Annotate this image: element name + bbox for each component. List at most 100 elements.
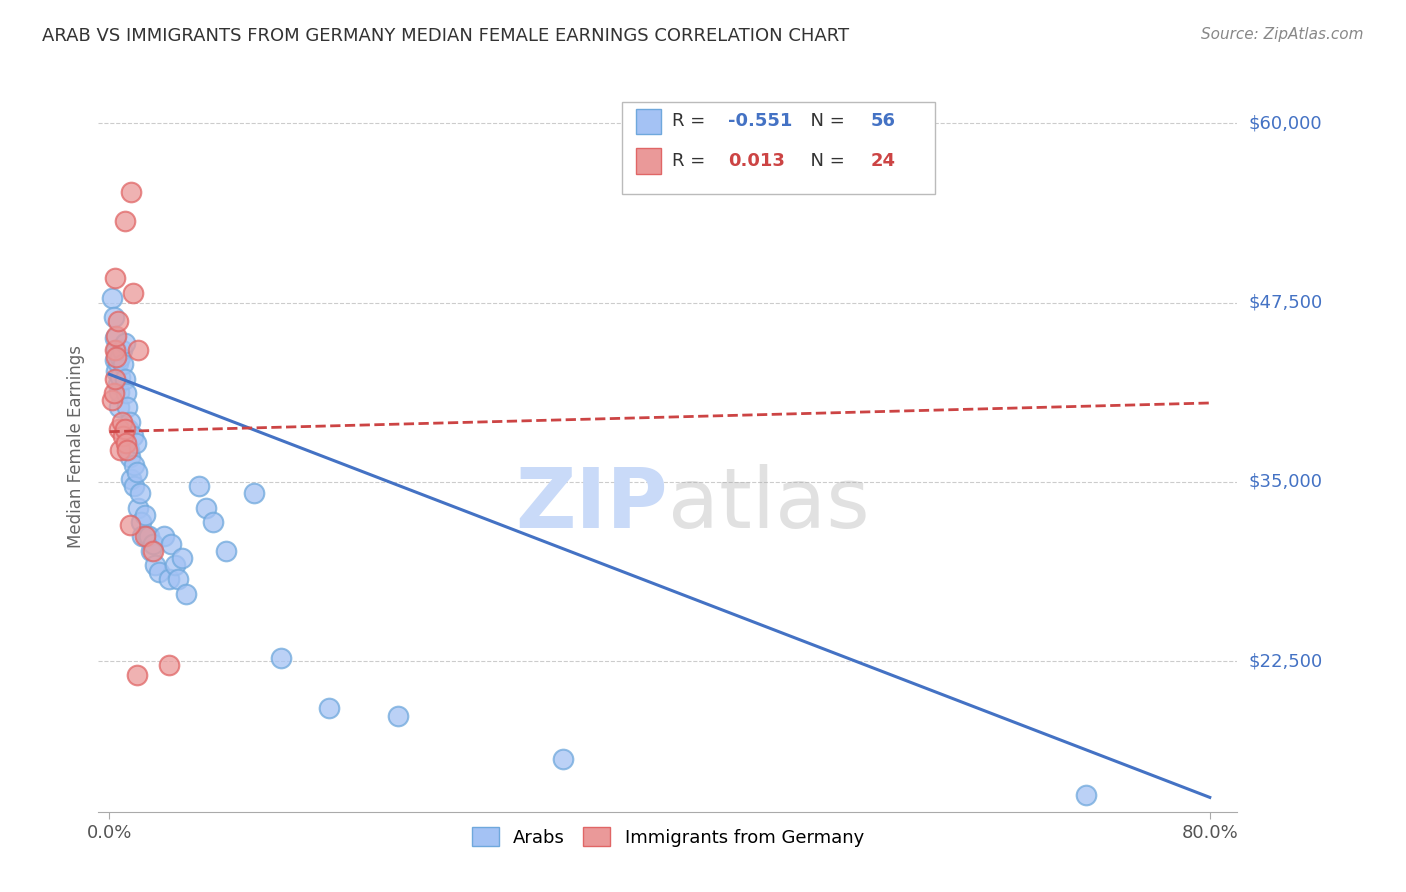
Point xyxy=(120,185,142,199)
Point xyxy=(105,350,128,364)
Point xyxy=(127,343,149,357)
Point xyxy=(114,422,136,436)
Point xyxy=(107,314,129,328)
FancyBboxPatch shape xyxy=(623,103,935,194)
Point xyxy=(114,371,136,385)
Point xyxy=(103,386,125,401)
Point xyxy=(108,401,131,415)
Text: N =: N = xyxy=(799,152,851,169)
Point xyxy=(134,508,156,522)
Text: $47,500: $47,500 xyxy=(1249,293,1323,311)
Text: R =: R = xyxy=(672,112,711,130)
Point xyxy=(107,377,129,392)
Y-axis label: Median Female Earnings: Median Female Earnings xyxy=(66,344,84,548)
Text: atlas: atlas xyxy=(668,464,869,545)
Point xyxy=(138,529,160,543)
Text: Source: ZipAtlas.com: Source: ZipAtlas.com xyxy=(1201,27,1364,42)
Point xyxy=(101,291,124,305)
Point xyxy=(129,515,152,529)
Point xyxy=(117,422,139,436)
Point xyxy=(104,353,127,368)
Point xyxy=(120,517,142,532)
Point xyxy=(243,486,266,500)
Point xyxy=(187,479,209,493)
FancyBboxPatch shape xyxy=(636,109,661,134)
Text: 24: 24 xyxy=(870,152,896,169)
Point xyxy=(131,529,153,543)
Text: -0.551: -0.551 xyxy=(728,112,793,130)
Point xyxy=(270,651,292,665)
Point xyxy=(105,343,128,357)
Text: R =: R = xyxy=(672,152,711,169)
Point xyxy=(101,393,124,408)
Point xyxy=(201,515,224,529)
Point xyxy=(194,500,217,515)
Point xyxy=(105,364,128,378)
Point xyxy=(122,458,145,472)
Point xyxy=(387,708,409,723)
Point xyxy=(160,536,183,550)
Point xyxy=(176,587,198,601)
Point xyxy=(111,415,134,429)
Point xyxy=(143,558,166,572)
Point xyxy=(117,401,139,415)
Point xyxy=(135,529,157,543)
Text: 56: 56 xyxy=(870,112,896,130)
Point xyxy=(112,429,135,443)
Text: 0.013: 0.013 xyxy=(728,152,785,169)
Point xyxy=(157,658,180,673)
Point xyxy=(104,331,127,345)
Text: $35,000: $35,000 xyxy=(1249,473,1323,491)
Point xyxy=(114,214,136,228)
Point xyxy=(167,573,190,587)
Point xyxy=(157,573,180,587)
Point xyxy=(121,429,143,443)
Point xyxy=(1074,788,1097,802)
Point xyxy=(118,443,141,458)
Text: $60,000: $60,000 xyxy=(1249,114,1322,132)
Point xyxy=(110,350,132,364)
Point xyxy=(172,550,194,565)
Text: ARAB VS IMMIGRANTS FROM GERMANY MEDIAN FEMALE EARNINGS CORRELATION CHART: ARAB VS IMMIGRANTS FROM GERMANY MEDIAN F… xyxy=(42,27,849,45)
Point xyxy=(115,436,138,450)
Point xyxy=(120,415,142,429)
Text: N =: N = xyxy=(799,112,851,130)
Point xyxy=(125,668,148,682)
Point xyxy=(134,529,156,543)
Legend: Arabs, Immigrants from Germany: Arabs, Immigrants from Germany xyxy=(464,820,872,854)
Point xyxy=(553,752,575,766)
Point xyxy=(107,356,129,370)
FancyBboxPatch shape xyxy=(636,148,661,174)
Point xyxy=(139,543,162,558)
Text: ZIP: ZIP xyxy=(516,464,668,545)
Point xyxy=(111,343,134,357)
Point xyxy=(127,500,149,515)
Point xyxy=(121,285,143,300)
Point xyxy=(110,370,132,384)
Point xyxy=(112,357,135,371)
Point xyxy=(110,443,132,458)
Point xyxy=(105,328,128,343)
Point xyxy=(108,422,131,436)
Point xyxy=(165,558,187,572)
Point xyxy=(122,479,145,493)
Point xyxy=(215,543,238,558)
Text: $22,500: $22,500 xyxy=(1249,652,1323,670)
Point xyxy=(104,343,127,357)
Point xyxy=(318,701,340,715)
Point xyxy=(125,465,148,479)
Point xyxy=(142,536,165,550)
Point xyxy=(153,529,176,543)
Point xyxy=(142,543,165,558)
Point xyxy=(148,565,170,579)
Point xyxy=(115,386,138,401)
Point xyxy=(104,271,127,285)
Point xyxy=(124,436,146,450)
Point xyxy=(120,472,142,486)
Point xyxy=(103,310,125,324)
Point xyxy=(104,371,127,385)
Point xyxy=(108,384,131,399)
Point xyxy=(128,486,150,500)
Point xyxy=(120,450,142,465)
Point xyxy=(114,335,136,350)
